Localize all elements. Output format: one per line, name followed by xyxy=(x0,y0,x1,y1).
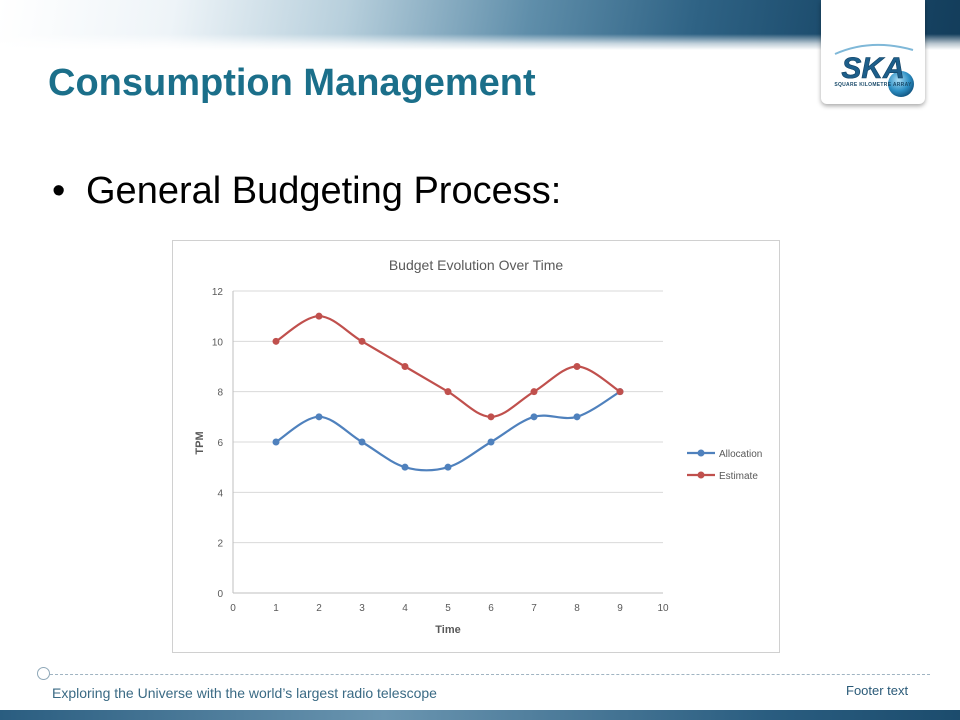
header-banner xyxy=(0,0,960,50)
x-tick-label: 5 xyxy=(445,603,451,614)
y-tick-label: 4 xyxy=(217,488,223,499)
footer-divider xyxy=(50,674,930,675)
x-tick-label: 10 xyxy=(657,603,669,614)
chart-canvas: Budget Evolution Over Time Time TPM 0 2 4 6… xyxy=(194,257,762,636)
allocation-legend-marker xyxy=(697,449,705,457)
allocation-data-point xyxy=(358,438,366,446)
estimate-legend-label: Estimate xyxy=(719,471,758,482)
allocation-data-point xyxy=(272,438,280,446)
logo-subtext: SQUARE KILOMETRE ARRAY xyxy=(834,82,912,88)
y-tick-label: 8 xyxy=(217,388,223,399)
estimate-data-point xyxy=(530,388,538,396)
y-tick-label: 2 xyxy=(217,539,223,550)
y-tick-label: 0 xyxy=(217,589,223,600)
slide-title: Consumption Management xyxy=(48,62,536,104)
logo-globe xyxy=(888,71,914,97)
footer-strip xyxy=(0,710,960,720)
estimate-data-point xyxy=(315,312,323,320)
allocation-data-point xyxy=(315,413,323,421)
allocation-data-point xyxy=(573,413,581,421)
footer-tagline: Exploring the Universe with the world’s … xyxy=(52,685,437,701)
bullet-item: • General Budgeting Process: xyxy=(52,170,561,213)
allocation-data-point xyxy=(530,413,538,421)
y-tick-label: 12 xyxy=(212,287,224,298)
chart-series xyxy=(272,312,624,472)
estimate-data-point xyxy=(487,413,495,421)
allocation-legend-label: Allocation xyxy=(719,449,762,460)
estimate-data-point xyxy=(272,337,280,345)
estimate-legend-marker xyxy=(697,471,705,479)
x-axis-label: Time xyxy=(435,624,460,636)
bullet-text: General Budgeting Process: xyxy=(86,170,562,212)
footer-text: Footer text xyxy=(846,683,909,698)
y-tick-label: 6 xyxy=(217,438,223,449)
allocation-data-point xyxy=(444,463,452,471)
allocation-series-line xyxy=(275,390,621,472)
estimate-series-line xyxy=(275,315,621,418)
y-tick-label: 10 xyxy=(212,337,224,348)
x-tick-label: 6 xyxy=(488,603,494,614)
estimate-data-point xyxy=(573,363,581,370)
x-tick-label: 8 xyxy=(574,603,580,614)
x-tick-label: 4 xyxy=(402,603,408,614)
x-tick-label: 1 xyxy=(273,603,279,614)
estimate-data-point xyxy=(616,388,624,396)
bullet-marker: • xyxy=(52,170,66,212)
budget-chart: Budget Evolution Over Time Time TPM 0 2 4 6… xyxy=(172,240,780,653)
allocation-data-point xyxy=(487,438,495,446)
logo-swoosh xyxy=(834,43,914,55)
x-tick-label: 9 xyxy=(617,603,623,614)
x-tick-label: 2 xyxy=(316,603,322,614)
estimate-data-point xyxy=(401,363,409,370)
logo-wordmark: SKA xyxy=(841,52,904,85)
chart-title: Budget Evolution Over Time xyxy=(389,257,564,273)
ska-logo: SKA SQUARE KILOMETRE ARRAY xyxy=(821,0,925,104)
footer-circle xyxy=(37,667,50,680)
x-tick-label: 3 xyxy=(359,603,365,614)
chart-gridlines xyxy=(232,290,663,594)
chart-legend: Allocation Estimate xyxy=(687,449,762,482)
estimate-data-point xyxy=(444,388,452,396)
x-tick-label: 7 xyxy=(531,603,537,614)
y-axis-label: TPM xyxy=(194,431,206,454)
x-tick-label: 0 xyxy=(230,603,236,614)
estimate-data-point xyxy=(358,337,366,345)
allocation-data-point xyxy=(401,463,409,471)
